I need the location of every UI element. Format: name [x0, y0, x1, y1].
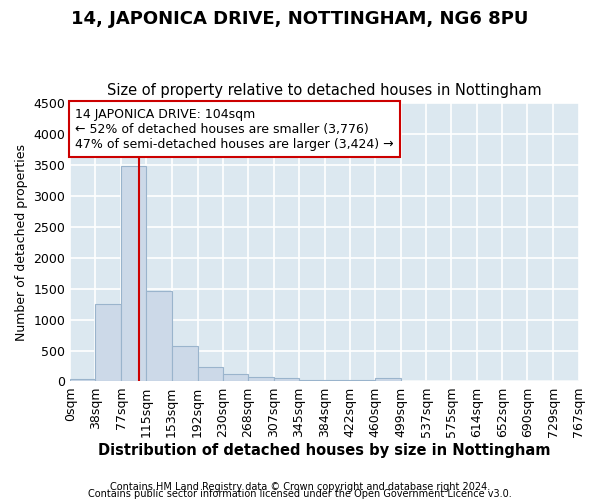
- Bar: [274, 378, 299, 382]
- Text: Contains HM Land Registry data © Crown copyright and database right 2024.: Contains HM Land Registry data © Crown c…: [110, 482, 490, 492]
- Y-axis label: Number of detached properties: Number of detached properties: [15, 144, 28, 341]
- Bar: [95, 304, 121, 382]
- Text: Contains public sector information licensed under the Open Government Licence v3: Contains public sector information licen…: [88, 489, 512, 499]
- Text: 14, JAPONICA DRIVE, NOTTINGHAM, NG6 8PU: 14, JAPONICA DRIVE, NOTTINGHAM, NG6 8PU: [71, 10, 529, 28]
- Bar: [172, 346, 197, 382]
- Bar: [121, 166, 146, 382]
- Bar: [350, 380, 375, 382]
- Bar: [325, 380, 350, 382]
- Bar: [248, 376, 274, 382]
- X-axis label: Distribution of detached houses by size in Nottingham: Distribution of detached houses by size …: [98, 442, 551, 458]
- Text: 14 JAPONICA DRIVE: 104sqm
← 52% of detached houses are smaller (3,776)
47% of se: 14 JAPONICA DRIVE: 104sqm ← 52% of detac…: [76, 108, 394, 150]
- Bar: [197, 366, 223, 382]
- Bar: [375, 378, 401, 382]
- Title: Size of property relative to detached houses in Nottingham: Size of property relative to detached ho…: [107, 83, 542, 98]
- Bar: [299, 380, 325, 382]
- Bar: [146, 291, 172, 382]
- Bar: [223, 374, 248, 382]
- Bar: [70, 379, 95, 382]
